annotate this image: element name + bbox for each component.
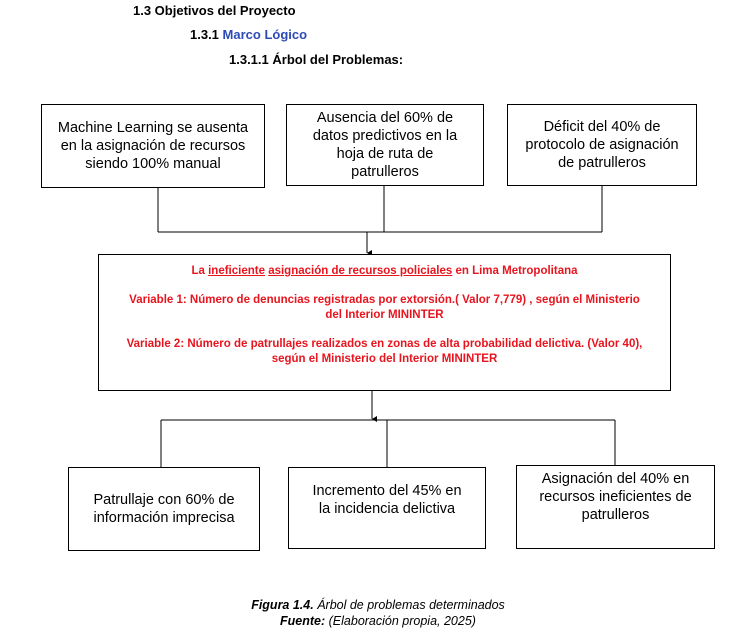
effect-text-1: Patrullaje con 60% de información imprec…	[93, 492, 235, 526]
effect-text-3: Asignación del 40% en recursos ineficien…	[539, 471, 692, 523]
central-problem-box: La ineficiente asignación de recursos po…	[98, 254, 671, 391]
figure-caption: Figura 1.4. Árbol de problemas determina…	[0, 598, 756, 612]
problem-title-post: en Lima Metropolitana	[455, 265, 578, 277]
problem-title-asignacion: asignación de recursos policiales	[268, 265, 453, 277]
cause-text-3: Déficit del 40% de protocolo de asignaci…	[525, 119, 679, 171]
source-text: (Elaboración propia, 2025)	[328, 614, 476, 628]
cause-text-1: Machine Learning se ausenta en la asigna…	[57, 120, 249, 172]
variable-1: Variable 1: Número de denuncias registra…	[129, 294, 640, 321]
problem-title-pre: La	[191, 265, 205, 277]
source-label: Fuente:	[280, 614, 326, 628]
effect-box-2: Incremento del 45% en la incidencia deli…	[288, 467, 486, 549]
source-caption: Fuente: (Elaboración propia, 2025)	[0, 614, 756, 628]
cause-box-1: Machine Learning se ausenta en la asigna…	[41, 104, 265, 188]
section-heading: 1.3 Objetivos del Proyecto	[133, 3, 296, 18]
problem-title-ineficiente: ineficiente	[208, 265, 265, 277]
figure-label: Figura 1.4.	[251, 598, 314, 612]
effect-text-2: Incremento del 45% en la incidencia deli…	[312, 483, 462, 517]
subsection-heading: 1.3.1 Marco Lógico	[190, 27, 307, 42]
subsection-title: Marco Lógico	[222, 27, 308, 42]
subsection-number: 1.3.1	[190, 27, 219, 42]
cause-text-2: Ausencia del 60% de datos predictivos en…	[312, 110, 458, 180]
figure-text: Árbol de problemas determinados	[317, 598, 505, 612]
cause-box-3: Déficit del 40% de protocolo de asignaci…	[507, 104, 697, 186]
central-problem-title: La ineficiente asignación de recursos po…	[99, 264, 670, 279]
variable-2: Variable 2: Número de patrullajes realiz…	[126, 338, 643, 365]
cause-box-2: Ausencia del 60% de datos predictivos en…	[286, 104, 484, 186]
effect-box-3: Asignación del 40% en recursos ineficien…	[516, 465, 715, 549]
subsubsection-heading: 1.3.1.1 Árbol del Problemas:	[229, 52, 404, 67]
effect-box-1: Patrullaje con 60% de información imprec…	[68, 467, 260, 551]
